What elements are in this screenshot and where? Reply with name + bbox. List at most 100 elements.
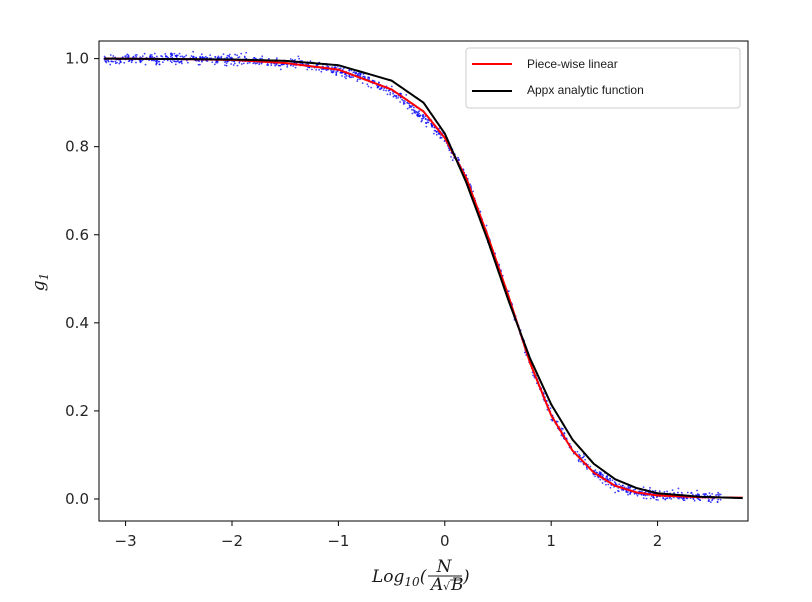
scatter-point (236, 64, 239, 67)
scatter-point (130, 61, 133, 64)
scatter-point (395, 97, 398, 99)
scatter-point (380, 87, 382, 90)
scatter-point (448, 149, 451, 152)
scatter-point (353, 71, 356, 73)
scatter-point (678, 497, 680, 500)
legend: Piece-wise linear Appx analytic function (465, 47, 741, 109)
scatter-point (198, 63, 201, 66)
scatter-point (357, 73, 359, 76)
scatter-point (376, 86, 379, 89)
scatter-point (230, 63, 233, 65)
scatter-point (692, 498, 695, 501)
scatter-point (656, 496, 658, 498)
scatter-point (652, 496, 655, 499)
scatter-point (390, 85, 393, 88)
x-tick-label: 1 (546, 532, 556, 550)
y-tick-label: 0.0 (65, 490, 89, 508)
scatter-point (248, 61, 251, 64)
scatter-point (425, 125, 428, 128)
scatter-point (352, 76, 354, 79)
scatter-point (609, 479, 612, 482)
scatter-point (693, 499, 696, 502)
scatter-point (368, 76, 371, 79)
scatter-point (479, 210, 482, 213)
scatter-point (164, 53, 167, 55)
scatter-point (190, 55, 193, 57)
scatter-point (178, 61, 181, 64)
scatter-point (362, 75, 364, 78)
scatter-point (297, 55, 300, 58)
scatter-point (405, 94, 408, 96)
scatter-point (309, 60, 312, 63)
x-axis-label-open: ( (420, 567, 427, 587)
scatter-point (709, 501, 712, 504)
scatter-point (642, 486, 645, 489)
scatter-point (170, 61, 173, 64)
scatter-point (416, 113, 419, 115)
scatter-point (289, 64, 292, 67)
scatter-point (119, 60, 122, 63)
scatter-point (175, 54, 178, 57)
ticks-layer: −3 −2 −1 0 1 2 0.0 0.2 0.4 0.6 0.8 1.0 (65, 50, 662, 550)
scatter-point (424, 121, 427, 124)
scatter-point (418, 110, 421, 113)
x-tick-label: −2 (221, 532, 243, 550)
scatter-point (214, 56, 217, 58)
scatter-point (192, 50, 195, 53)
scatter-point (161, 61, 164, 64)
scatter-point (633, 492, 636, 495)
scatter-point (523, 351, 526, 354)
scatter-point (385, 89, 387, 92)
scatter-point (279, 64, 282, 67)
scatter-point (107, 59, 110, 62)
x-tick-label: 0 (440, 532, 450, 550)
scatter-point (645, 497, 648, 500)
scatter-point (192, 56, 194, 58)
scatter-point (254, 57, 257, 60)
scatter-point (110, 60, 113, 63)
scatter-point (225, 62, 228, 65)
scatter-point (560, 427, 563, 430)
x-tick-label: −1 (327, 532, 349, 550)
scatter-point (226, 60, 229, 63)
scatter-point (403, 100, 406, 103)
scatter-point (128, 59, 131, 62)
scatter-point (332, 71, 335, 74)
scatter-point (181, 55, 184, 58)
y-tick-label: 0.8 (65, 138, 89, 156)
scatter-point (183, 55, 186, 58)
y-tick-label: 0.6 (65, 226, 89, 244)
scatter-point (139, 59, 142, 62)
scatter-point (485, 224, 488, 227)
scatter-point (211, 61, 214, 64)
scatter-point (430, 124, 433, 127)
scatter-point (154, 60, 157, 63)
scatter-point (225, 56, 228, 59)
scatter-point (670, 497, 673, 500)
scatter-point (132, 56, 135, 59)
scatter-point (175, 60, 178, 63)
scatter-point (335, 71, 337, 73)
scatter-point (589, 465, 592, 468)
scatter-point (306, 68, 309, 71)
scatter-point (698, 493, 700, 496)
scatter-point (348, 75, 351, 78)
x-axis-label-numerator: N (436, 557, 453, 577)
scatter-point (345, 77, 347, 80)
scatter-point (618, 483, 621, 486)
scatter-point (275, 57, 278, 60)
scatter-point (125, 55, 127, 57)
scatter-point (364, 76, 366, 78)
scatter-point (668, 497, 671, 499)
scatter-point (718, 493, 721, 496)
scatter-point (430, 123, 433, 126)
scatter-point (627, 487, 630, 490)
scatter-point (418, 115, 421, 118)
scatter-point (366, 83, 369, 86)
scatter-point (341, 71, 343, 74)
scatter-point (686, 491, 689, 494)
scatter-point (356, 78, 359, 81)
scatter-point (576, 450, 579, 453)
scatter-point (644, 494, 647, 497)
scatter-point (663, 491, 666, 493)
